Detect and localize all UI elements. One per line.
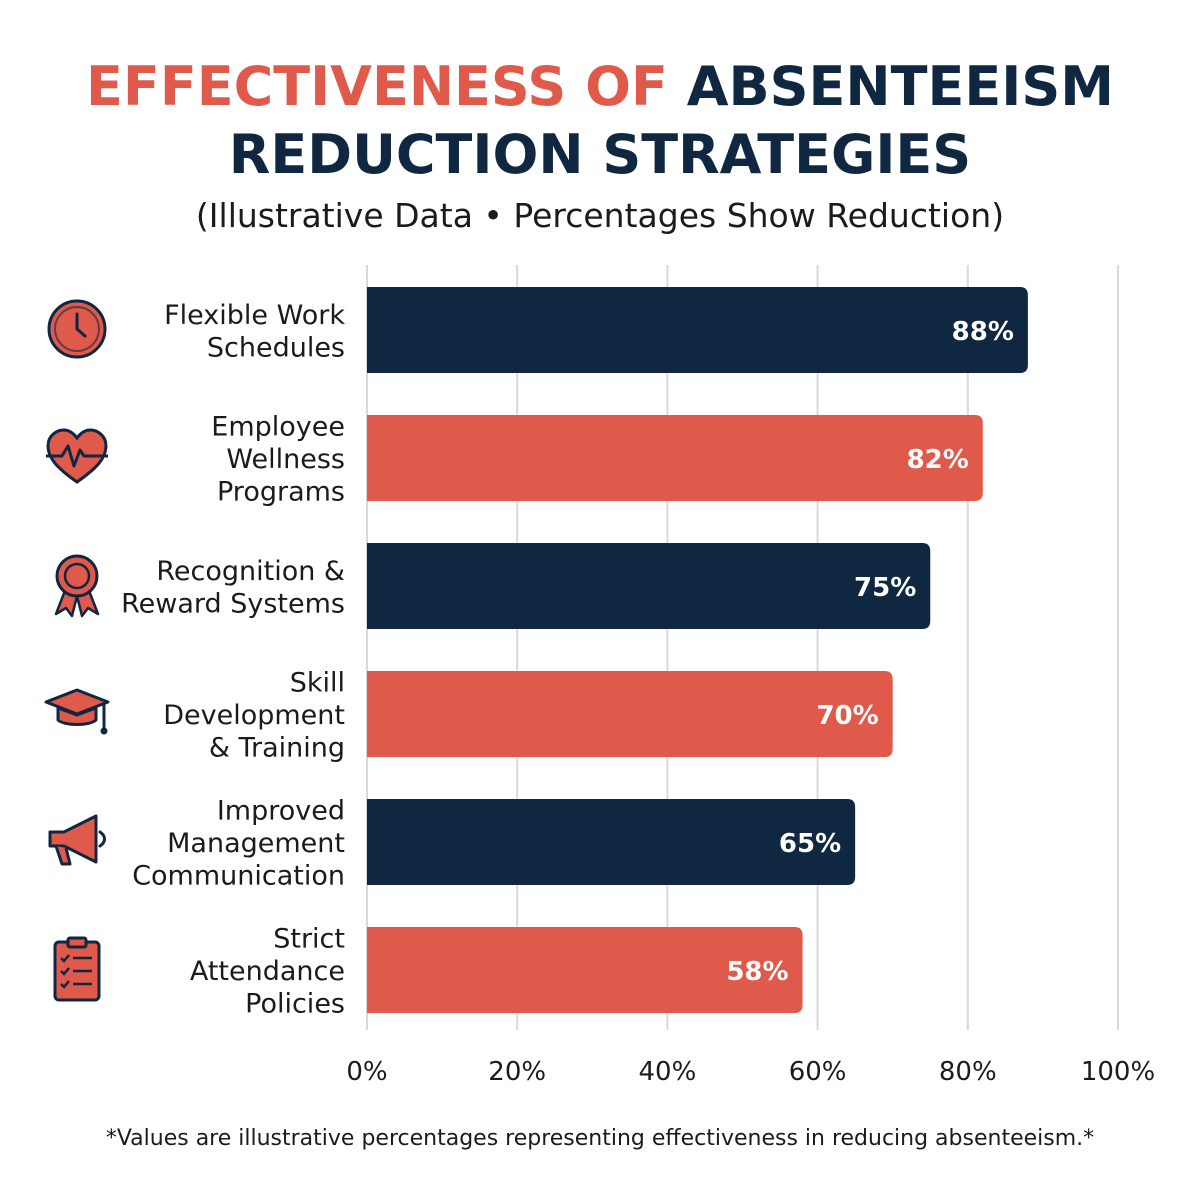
bar-value-label: 70% bbox=[816, 701, 878, 731]
category-label-line: & Training bbox=[209, 733, 345, 764]
bar-value-label: 58% bbox=[726, 957, 788, 987]
category-label-line: Reward Systems bbox=[121, 588, 345, 619]
category-label-line: Schedules bbox=[207, 332, 345, 363]
bar-value-label: 65% bbox=[779, 829, 841, 859]
graduation-cap-icon bbox=[44, 688, 110, 735]
bar bbox=[367, 799, 856, 885]
category-label: Strict Attendance Policies bbox=[190, 924, 345, 1020]
chart-subtitle: (Illustrative Data • Percentages Show Re… bbox=[195, 196, 1005, 235]
category-label: Skill Development & Training bbox=[163, 668, 345, 764]
category-label-line: Skill bbox=[290, 668, 345, 699]
x-tick-label: 80% bbox=[939, 1057, 997, 1087]
category-label-line: Wellness bbox=[226, 444, 345, 475]
award-ribbon-icon bbox=[54, 554, 100, 618]
x-tick-label: 60% bbox=[789, 1057, 847, 1087]
category-label-line: Programs bbox=[217, 477, 345, 508]
clipboard-checklist-icon bbox=[53, 936, 101, 1002]
x-tick-label: 0% bbox=[346, 1057, 387, 1087]
bar bbox=[367, 415, 983, 501]
x-tick-label: 20% bbox=[488, 1057, 546, 1087]
category-label-line: Communication bbox=[132, 861, 345, 892]
chart-title-line2: REDUCTION STRATEGIES bbox=[228, 123, 972, 186]
x-tick-label: 100% bbox=[1081, 1057, 1155, 1087]
category-label-line: Management bbox=[167, 828, 345, 859]
x-tick-label: 40% bbox=[639, 1057, 697, 1087]
tick-layer: 0% 20% 40% 60% 80% 100% bbox=[346, 1057, 1155, 1087]
category-label-line: Improved bbox=[217, 796, 345, 827]
bar bbox=[367, 543, 931, 629]
title-accent-text: EFFECTIVENESS OF bbox=[86, 55, 668, 118]
title-dark-text: ABSENTEEISM bbox=[686, 55, 1114, 118]
category-label-line: Recognition & bbox=[156, 556, 345, 587]
category-label-line: Development bbox=[163, 700, 345, 731]
category-label-line: Policies bbox=[245, 989, 345, 1020]
bar-chart: 88% Flexible Work Schedules 82% Employee Well… bbox=[121, 265, 1155, 1087]
category-label-line: Flexible Work bbox=[164, 300, 345, 331]
chart-footnote: *Values are illustrative percentages rep… bbox=[105, 1126, 1095, 1151]
category-label: Recognition & Reward Systems bbox=[121, 556, 345, 620]
category-label-line: Attendance bbox=[190, 956, 345, 987]
bar-value-label: 75% bbox=[854, 573, 916, 603]
category-label: Improved Management Communication bbox=[132, 796, 345, 892]
bar bbox=[367, 287, 1028, 373]
grid-layer bbox=[366, 265, 1119, 1030]
category-label: Employee Wellness Programs bbox=[211, 412, 345, 508]
bar-value-label: 88% bbox=[952, 317, 1014, 347]
megaphone-icon bbox=[48, 814, 106, 866]
category-label-line: Employee bbox=[211, 412, 345, 443]
bar bbox=[367, 671, 893, 757]
category-label-line: Strict bbox=[273, 924, 345, 955]
category-label: Flexible Work Schedules bbox=[164, 300, 345, 364]
label-layer: 88% Flexible Work Schedules 82% Employee Well… bbox=[121, 300, 1014, 1020]
clock-icon bbox=[47, 299, 107, 359]
chart-title-line1: EFFECTIVENESS OF ABSENTEEISM bbox=[0, 56, 1200, 118]
bar-value-label: 82% bbox=[907, 445, 969, 475]
bar bbox=[367, 927, 803, 1013]
heart-pulse-icon bbox=[46, 428, 108, 484]
bar-layer bbox=[367, 287, 1028, 1013]
